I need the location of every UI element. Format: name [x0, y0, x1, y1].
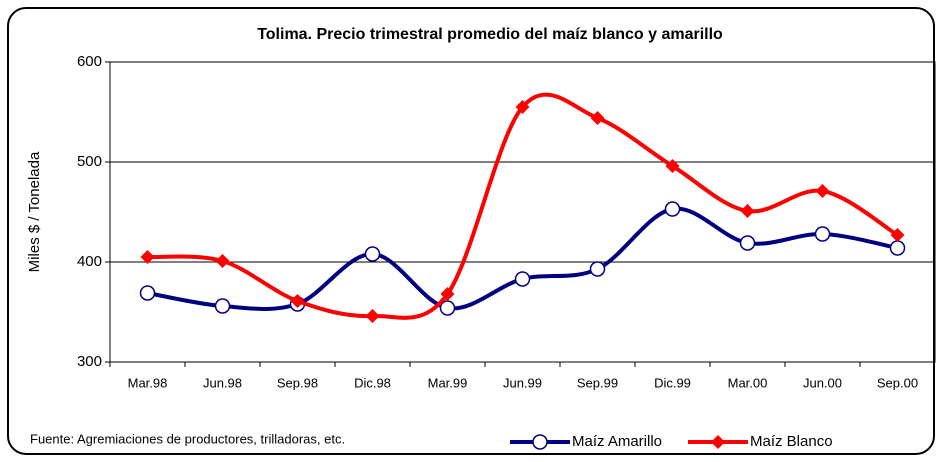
data-point [140, 250, 155, 264]
y-tick-label: 500 [77, 153, 102, 170]
data-point [514, 271, 531, 287]
data-point [139, 285, 156, 301]
y-tick-label: 400 [77, 253, 102, 270]
data-point [665, 159, 680, 173]
x-tick-label: Jun.98 [203, 375, 242, 390]
data-point [739, 235, 756, 251]
data-point [214, 298, 231, 314]
x-tick-label: Sep.00 [877, 375, 918, 390]
data-point [515, 100, 530, 114]
data-point [814, 226, 831, 242]
data-point [889, 240, 906, 256]
data-point [890, 228, 905, 242]
x-tick-label: Sep.99 [577, 375, 618, 390]
x-tick-label: Jun.00 [803, 375, 842, 390]
data-point [215, 254, 230, 268]
data-point [815, 184, 830, 198]
footnote: Fuente: Agremiaciones de productores, tr… [30, 431, 345, 446]
legend-marker [711, 435, 725, 449]
data-point [364, 246, 381, 262]
y-axis-label: Miles $ / Tonelada [26, 151, 43, 272]
x-tick-label: Sep.98 [277, 375, 318, 390]
frame [7, 7, 935, 455]
x-tick-label: Dic.98 [354, 375, 391, 390]
data-point [290, 294, 305, 308]
y-tick-label: 300 [77, 353, 102, 370]
data-point [440, 287, 455, 301]
y-tick-label: 600 [77, 53, 102, 70]
plot-area [109, 61, 936, 363]
x-tick-label: Mar.98 [128, 375, 168, 390]
data-point [664, 201, 681, 217]
data-point [740, 204, 755, 218]
chart-title: Tolima. Precio trimestral promedio del m… [257, 26, 723, 43]
x-tick-label: Mar.00 [728, 375, 768, 390]
x-tick-label: Dic.99 [654, 375, 691, 390]
legend-label: Maíz Blanco [750, 433, 833, 450]
legend-marker [532, 434, 548, 450]
legend-label: Maíz Amarillo [572, 433, 662, 450]
x-tick-label: Jun.99 [503, 375, 542, 390]
data-point [589, 261, 606, 277]
data-point [590, 111, 605, 125]
x-tick-label: Mar.99 [428, 375, 468, 390]
data-point [365, 309, 380, 323]
